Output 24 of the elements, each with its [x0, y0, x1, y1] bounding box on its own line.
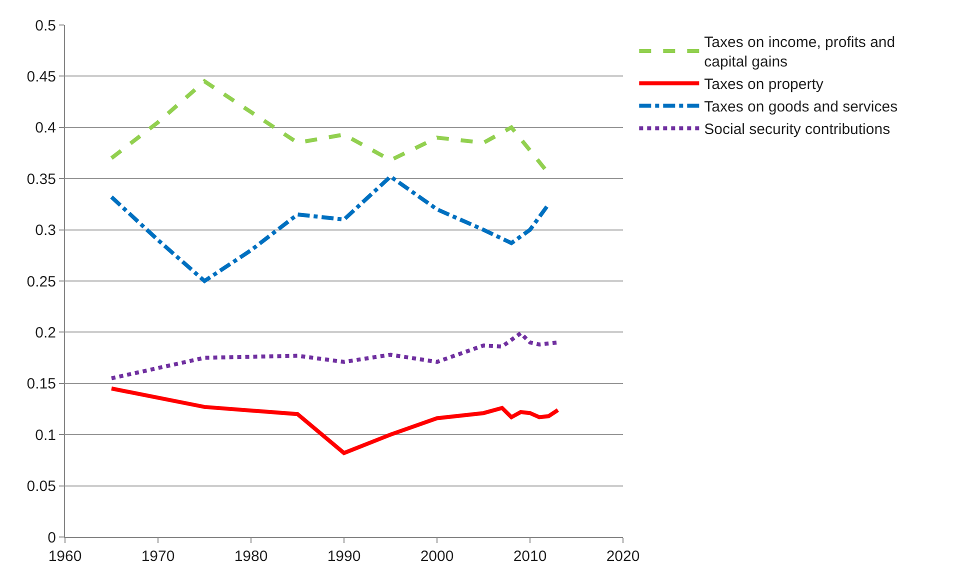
x-tick-label: 1990 [327, 548, 361, 565]
y-tick-label: 0 [48, 529, 56, 546]
line-series [110, 174, 551, 283]
y-tick-label: 0.3 [35, 222, 56, 240]
y-tick-label: 0.25 [26, 273, 56, 290]
y-tick-label: 0.4 [35, 120, 56, 137]
legend-label: Taxes on property [704, 76, 824, 94]
y-tick-label: 0.15 [26, 376, 56, 393]
y-tick-label: 0.1 [35, 426, 56, 444]
legend-label: Taxes on income, profits and capital gains [704, 34, 896, 71]
legend-label: Taxes on goods and services [704, 98, 898, 116]
y-tick-label: 0.05 [26, 478, 56, 496]
x-tick-label: 2000 [420, 548, 454, 565]
x-tick-label: 1980 [234, 548, 268, 565]
y-tick-label: 0.35 [26, 170, 56, 188]
line-series [110, 386, 560, 456]
y-tick-label: 0.5 [35, 17, 56, 34]
x-tick-label: 1970 [141, 548, 175, 565]
x-tick-label: 2010 [513, 548, 547, 565]
x-tick-label: 1960 [48, 548, 82, 565]
y-tick-label: 0.2 [35, 324, 56, 342]
y-tick-label: 0.45 [26, 68, 56, 86]
x-tick-label: 2020 [606, 548, 640, 565]
legend-label: Social security contributions [704, 121, 890, 138]
